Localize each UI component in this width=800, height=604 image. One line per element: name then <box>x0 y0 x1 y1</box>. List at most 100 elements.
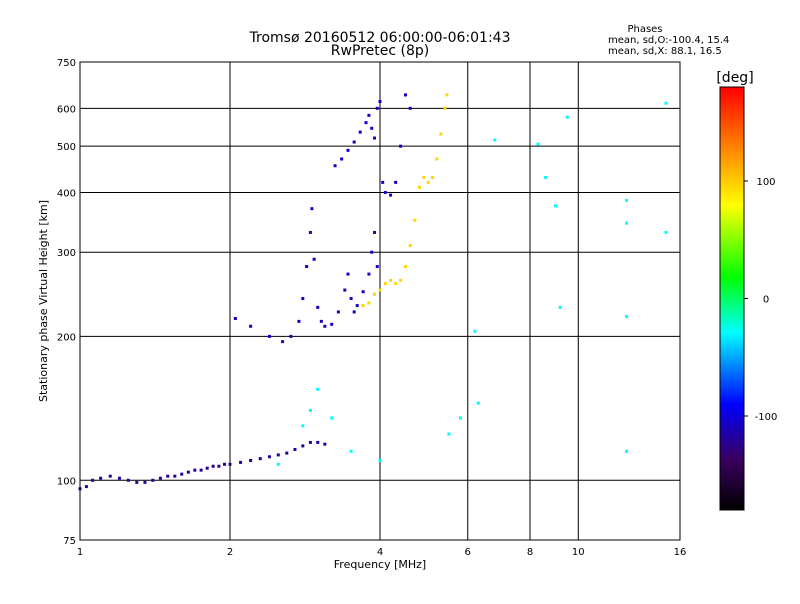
y-tick-label: 300 <box>57 248 76 259</box>
data-point <box>435 157 439 161</box>
data-point <box>664 101 668 105</box>
colorbar <box>719 86 745 511</box>
data-point <box>276 462 280 466</box>
data-point <box>394 282 398 286</box>
grid-lines <box>80 62 680 540</box>
data-point <box>373 230 377 234</box>
data-point <box>310 207 314 211</box>
data-point <box>158 476 162 480</box>
data-point <box>289 334 293 338</box>
data-point <box>249 324 253 328</box>
data-point <box>333 164 337 168</box>
data-points <box>78 93 668 491</box>
data-point <box>340 157 344 161</box>
x-tick-label: 6 <box>465 547 471 558</box>
data-point <box>399 144 403 148</box>
data-point <box>228 462 232 466</box>
data-point <box>625 315 629 319</box>
data-point <box>323 324 327 328</box>
data-point <box>355 304 359 308</box>
data-point <box>285 451 289 455</box>
y-tick-label: 600 <box>57 104 76 115</box>
data-point <box>370 126 374 130</box>
data-point <box>413 218 417 222</box>
data-point <box>439 132 443 136</box>
chart-title: Tromsø 20160512 06:00:00-06:01:43 <box>249 30 511 46</box>
data-point <box>166 474 170 478</box>
data-point <box>625 198 629 202</box>
x-axis-ticks: 1 2 4 6 8 10 16 <box>77 547 687 558</box>
data-point <box>276 453 280 457</box>
colorbar-ticks: 100 0 -100 <box>744 177 777 423</box>
y-axis-ticks: 75 100 200 300 400 500 600 750 <box>57 58 76 547</box>
data-point <box>143 480 147 484</box>
data-point <box>343 288 347 292</box>
data-point <box>301 424 305 428</box>
data-point <box>205 466 209 470</box>
data-point <box>352 310 356 314</box>
data-point <box>349 297 353 301</box>
data-point <box>664 230 668 234</box>
data-point <box>373 292 377 296</box>
plot-frame <box>79 61 681 541</box>
data-point <box>199 468 203 472</box>
data-point <box>625 449 629 453</box>
data-point <box>431 175 435 179</box>
x-tick-label: 8 <box>527 547 533 558</box>
y-tick-label: 400 <box>57 188 76 199</box>
data-point <box>308 230 312 234</box>
data-point <box>408 106 412 110</box>
data-point <box>536 142 540 146</box>
data-point <box>180 472 184 476</box>
data-point <box>323 442 327 446</box>
data-point <box>267 334 271 338</box>
colorbar-label: [deg] <box>716 70 753 86</box>
data-point <box>367 113 371 117</box>
data-point <box>346 272 350 276</box>
data-point <box>330 322 334 326</box>
data-point <box>358 130 362 134</box>
data-point <box>378 100 382 104</box>
data-point <box>151 478 155 482</box>
data-point <box>473 329 477 333</box>
data-point <box>217 464 221 468</box>
chart-subtitle: RwPretec (8p) <box>331 43 429 59</box>
data-point <box>364 121 368 125</box>
data-point <box>319 319 323 323</box>
data-point <box>544 175 548 179</box>
data-point <box>389 278 393 282</box>
x-tick-label: 10 <box>572 547 585 558</box>
data-point <box>422 175 426 179</box>
data-point <box>625 221 629 225</box>
y-tick-label: 100 <box>57 476 76 487</box>
data-point <box>281 340 285 344</box>
data-point <box>186 470 190 474</box>
data-point <box>193 468 197 472</box>
x-tick-label: 2 <box>227 547 233 558</box>
data-point <box>349 449 353 453</box>
data-point <box>239 460 243 464</box>
data-point <box>378 458 382 462</box>
phase-stats-o: mean, sd,O:-100.4, 15.4 <box>608 35 729 46</box>
data-point <box>367 301 371 305</box>
data-point <box>417 185 421 189</box>
data-point <box>293 447 297 451</box>
phase-stats-x: mean, sd,X: 88.1, 16.5 <box>608 46 722 57</box>
data-point <box>370 250 374 254</box>
colorbar-tick-label: 0 <box>763 295 769 306</box>
data-point <box>394 180 398 184</box>
data-point <box>297 319 301 323</box>
data-point <box>445 93 449 97</box>
data-point <box>381 180 385 184</box>
data-point <box>383 190 387 194</box>
data-point <box>223 462 227 466</box>
data-point <box>258 457 262 461</box>
data-point <box>316 440 320 444</box>
data-point <box>378 288 382 292</box>
data-point <box>135 480 139 484</box>
data-point <box>305 265 309 269</box>
data-point <box>316 305 320 309</box>
data-point <box>553 204 557 208</box>
phase-stats-title: Phases <box>627 24 662 35</box>
data-point <box>399 278 403 282</box>
